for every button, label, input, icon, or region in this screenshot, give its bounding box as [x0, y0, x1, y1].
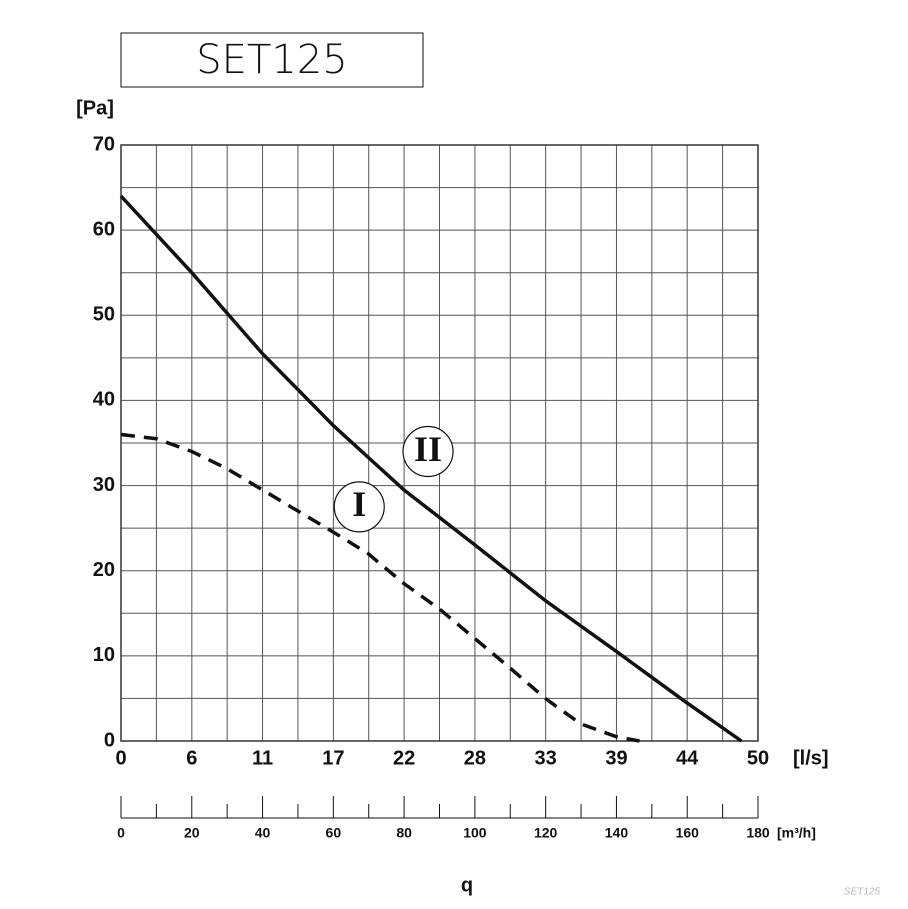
x2-tick-label: 120 — [534, 825, 558, 841]
title-box — [120, 32, 424, 88]
x-tick-label: 17 — [322, 747, 344, 769]
x-tick-label: 22 — [393, 747, 415, 769]
y-tick-label: 30 — [93, 474, 115, 496]
y-tick-label: 60 — [93, 218, 115, 240]
y-tick-label: 20 — [93, 559, 115, 581]
curve — [119, 194, 743, 743]
x2-tick-label: 20 — [184, 825, 200, 841]
curve-label: II — [414, 429, 442, 469]
x-tick-label: 0 — [115, 747, 126, 769]
x2-tick-label: 80 — [396, 825, 412, 841]
x2-tick-label: 60 — [326, 825, 342, 841]
x-tick-label: 44 — [676, 747, 699, 769]
x2-tick-label: 160 — [676, 825, 700, 841]
y-tick-label: 0 — [104, 729, 115, 751]
y-tick-label: 50 — [93, 304, 115, 326]
x-axis-label: [l/s] — [793, 747, 829, 769]
x-tick-label: 50 — [747, 747, 769, 769]
x-tick-label: 39 — [605, 747, 627, 769]
x2-tick-label: 0 — [117, 825, 125, 841]
x-tick-label: 6 — [186, 747, 197, 769]
q-label: q — [461, 874, 473, 896]
y-axis-label: [Pa] — [76, 97, 114, 119]
x2-tick-label: 40 — [255, 825, 271, 841]
x-tick-label: 28 — [464, 747, 486, 769]
x2-tick-label: 180 — [746, 825, 770, 841]
watermark: SET125 — [844, 887, 881, 898]
x-tick-label: 33 — [534, 747, 556, 769]
curve — [120, 432, 640, 743]
curve-label-circle — [333, 481, 385, 533]
y-tick-label: 70 — [93, 133, 115, 155]
x2-axis-label: [m³/h] — [777, 825, 816, 841]
x-tick-label: 11 — [252, 747, 273, 769]
chart-title: SET125 — [196, 37, 347, 83]
curve-label-circle — [402, 425, 454, 478]
x2-tick-label: 100 — [463, 825, 487, 841]
x2-tick-label: 140 — [605, 825, 629, 841]
y-tick-label: 10 — [93, 644, 115, 666]
plot-frame — [120, 144, 759, 742]
curve-label: I — [352, 484, 366, 524]
y-tick-label: 40 — [93, 389, 115, 411]
